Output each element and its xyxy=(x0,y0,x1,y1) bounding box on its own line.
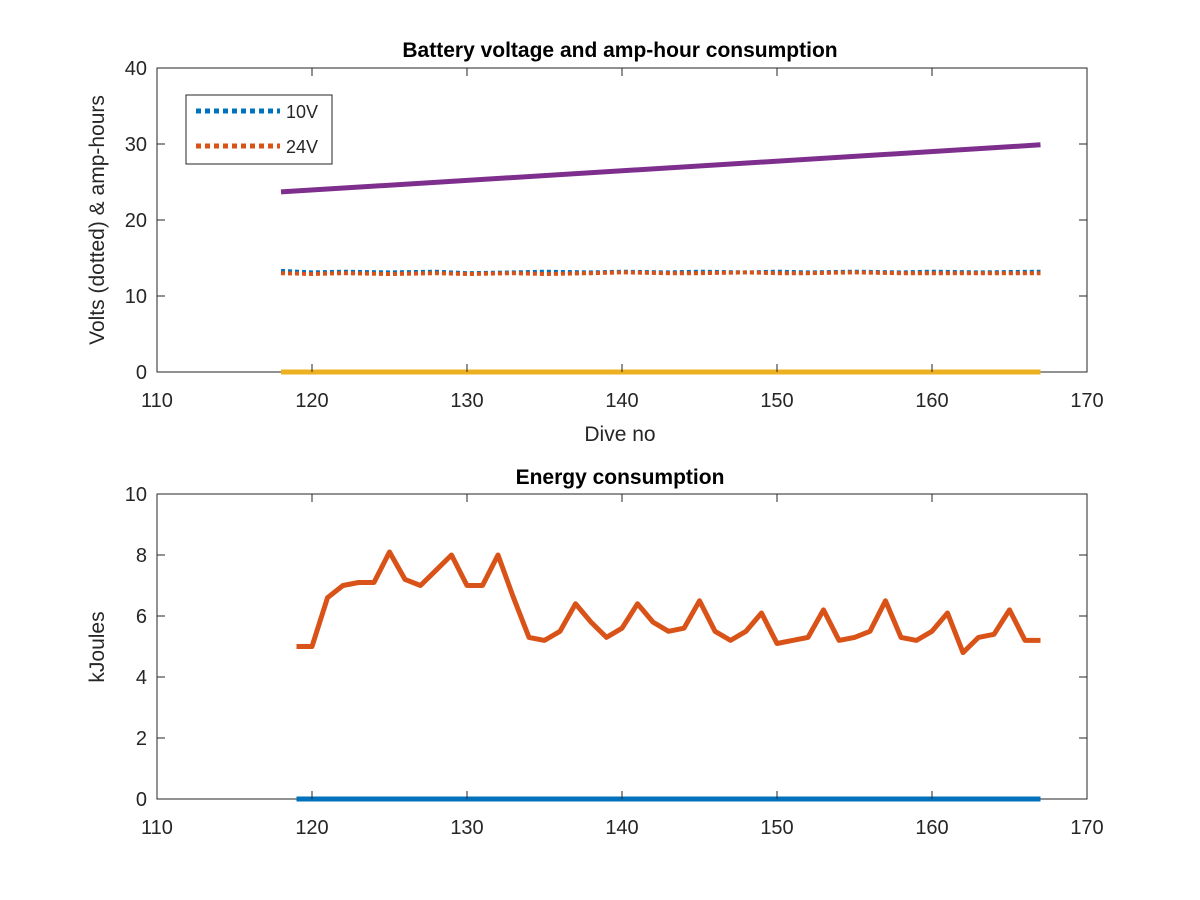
energy-xtick-label: 110 xyxy=(141,817,173,839)
energy-ytick-label: 10 xyxy=(125,484,147,506)
voltage-ytick-label: 40 xyxy=(125,58,147,80)
voltage-xtick-label: 170 xyxy=(1070,390,1103,412)
voltage-xtick-label: 140 xyxy=(605,390,638,412)
energy-ytick-label: 6 xyxy=(136,606,147,628)
voltage-series-line-3 xyxy=(280,142,1041,195)
voltage-xtick-label: 160 xyxy=(915,390,948,412)
energy-xtick-label: 150 xyxy=(760,817,793,839)
energy-chart-ylabel: kJoules xyxy=(86,611,109,682)
voltage-ytick-label: 30 xyxy=(125,134,147,156)
voltage-ytick-label: 20 xyxy=(125,210,147,232)
voltage-chart-title: Battery voltage and amp-hour consumption xyxy=(402,39,837,62)
energy-xtick-label: 170 xyxy=(1070,817,1103,839)
voltage-chart: Battery voltage and amp-hour consumption… xyxy=(86,39,1104,446)
energy-chart-title: Energy consumption xyxy=(516,466,725,489)
energy-ytick-label: 2 xyxy=(136,728,147,750)
voltage-chart-xlabel: Dive no xyxy=(584,423,655,446)
energy-series-line-0 xyxy=(296,549,1041,656)
energy-chart: Energy consumption 110 120 130 140 150 160 170… xyxy=(86,466,1104,839)
energy-ytick-label: 4 xyxy=(136,667,147,689)
voltage-series-line-1 xyxy=(280,270,1041,276)
energy-xtick-label: 130 xyxy=(450,817,483,839)
energy-xtick-label: 120 xyxy=(295,817,328,839)
voltage-ytick-label: 0 xyxy=(136,362,147,384)
voltage-ytick-label: 10 xyxy=(125,286,147,308)
energy-ytick-label: 8 xyxy=(136,545,147,567)
voltage-chart-legend: 10V 24V xyxy=(185,94,333,165)
voltage-chart-ylabel: Volts (dotted) & amp-hours xyxy=(86,95,109,345)
legend-box xyxy=(185,94,333,165)
voltage-xtick-label: 150 xyxy=(760,390,793,412)
energy-ytick-label: 0 xyxy=(136,789,147,811)
legend-label-10v: 10V xyxy=(286,102,318,122)
voltage-xtick-label: 120 xyxy=(295,390,328,412)
legend-label-24v: 24V xyxy=(286,137,318,157)
voltage-xtick-label: 110 xyxy=(141,390,173,412)
energy-xtick-label: 140 xyxy=(605,817,638,839)
voltage-xtick-label: 130 xyxy=(450,390,483,412)
energy-xtick-label: 160 xyxy=(915,817,948,839)
